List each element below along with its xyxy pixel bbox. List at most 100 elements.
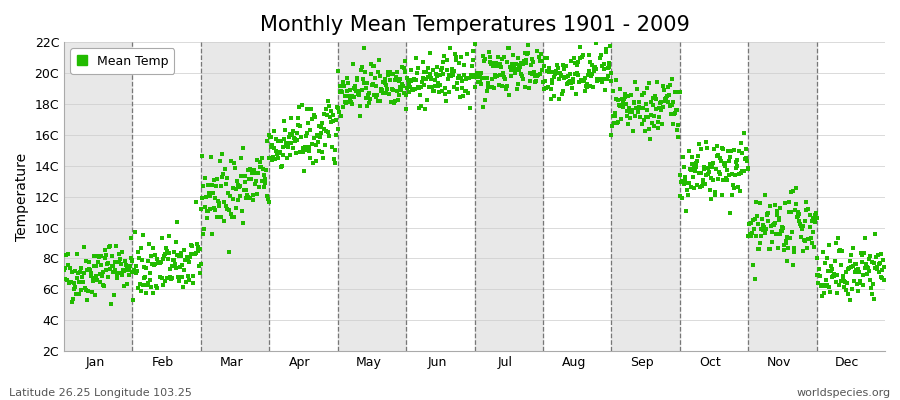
Point xyxy=(794,223,808,229)
Point xyxy=(171,274,185,280)
Point xyxy=(133,245,148,251)
Point xyxy=(579,82,593,89)
Point xyxy=(674,178,688,185)
Point xyxy=(480,88,494,94)
Point xyxy=(419,97,434,103)
Point xyxy=(238,178,252,185)
Point xyxy=(206,205,220,212)
Point xyxy=(715,145,729,151)
Point xyxy=(680,192,695,198)
Point xyxy=(593,54,608,61)
Point xyxy=(160,248,175,254)
Point xyxy=(641,114,655,120)
Point xyxy=(274,164,289,170)
Point xyxy=(665,102,680,108)
Point xyxy=(118,258,132,264)
Point xyxy=(349,88,364,94)
Point xyxy=(266,142,280,148)
Point xyxy=(274,163,289,169)
Point xyxy=(720,167,734,173)
Point xyxy=(551,70,565,76)
Point xyxy=(67,286,81,292)
Point xyxy=(619,112,634,119)
Point xyxy=(741,233,755,240)
Point xyxy=(477,58,491,64)
Point xyxy=(770,245,785,252)
Point xyxy=(306,112,320,119)
Point xyxy=(775,228,789,234)
Point xyxy=(158,278,172,284)
Point xyxy=(516,61,530,68)
Point xyxy=(745,262,760,268)
Point xyxy=(811,280,825,286)
Point xyxy=(587,68,601,74)
Point xyxy=(526,59,540,66)
Point xyxy=(535,67,549,73)
Point xyxy=(546,74,561,80)
Point xyxy=(575,54,590,60)
Point xyxy=(842,291,856,297)
Point xyxy=(176,284,190,290)
Point xyxy=(407,76,421,82)
Point xyxy=(825,274,840,280)
Point xyxy=(86,274,101,281)
Point xyxy=(725,182,740,189)
Point xyxy=(454,78,469,84)
Point xyxy=(862,256,877,263)
Point xyxy=(696,177,710,184)
Point xyxy=(60,276,75,283)
Point xyxy=(870,266,885,273)
Point xyxy=(627,100,642,106)
Point xyxy=(670,134,685,140)
Point xyxy=(84,270,98,276)
Point xyxy=(178,279,193,286)
Point xyxy=(717,159,732,166)
Point xyxy=(828,240,842,247)
Point xyxy=(714,158,728,164)
Point xyxy=(716,177,731,183)
Point xyxy=(589,66,603,73)
Point xyxy=(393,76,408,82)
Point xyxy=(611,97,625,104)
Point xyxy=(191,248,205,254)
Point xyxy=(841,266,855,272)
Point xyxy=(118,258,132,264)
Point xyxy=(343,87,357,94)
Point xyxy=(305,141,320,147)
Point xyxy=(601,64,616,70)
Point xyxy=(708,166,723,172)
Point xyxy=(721,158,735,164)
Point xyxy=(583,58,598,65)
Point xyxy=(482,58,497,65)
Point xyxy=(212,203,227,210)
Point xyxy=(776,225,790,232)
Point xyxy=(292,148,307,155)
Point xyxy=(723,154,737,160)
Point xyxy=(846,262,860,269)
Point xyxy=(452,60,466,66)
Point xyxy=(503,63,517,70)
Point xyxy=(564,58,579,64)
Point xyxy=(379,90,393,96)
Point xyxy=(356,87,370,93)
Point xyxy=(368,74,382,81)
Point xyxy=(809,210,824,217)
Point xyxy=(706,145,721,152)
Point xyxy=(495,56,509,62)
Point xyxy=(758,192,772,198)
Point xyxy=(367,62,382,69)
Point xyxy=(654,98,669,105)
Point xyxy=(609,77,624,83)
Point xyxy=(566,78,580,85)
Point xyxy=(281,140,295,146)
Point xyxy=(411,65,426,72)
Point xyxy=(181,257,195,264)
Point xyxy=(70,274,85,281)
Point xyxy=(666,121,680,127)
Point xyxy=(529,73,544,79)
Point xyxy=(180,273,194,280)
Point xyxy=(650,78,664,85)
Point xyxy=(741,164,755,171)
Point xyxy=(741,166,755,172)
Point xyxy=(112,270,127,277)
